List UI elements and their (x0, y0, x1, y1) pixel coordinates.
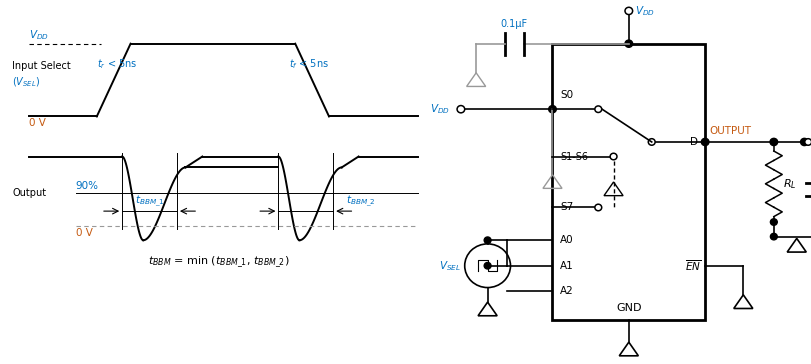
Text: S0: S0 (560, 90, 573, 100)
Circle shape (548, 106, 556, 113)
Text: OUTPUT: OUTPUT (708, 127, 750, 136)
Text: $V_{DD}$: $V_{DD}$ (29, 28, 49, 42)
Text: $\overline{EN}$: $\overline{EN}$ (684, 258, 701, 273)
Text: 90%: 90% (75, 181, 99, 191)
Text: S1-S6: S1-S6 (560, 151, 587, 162)
Text: 0 V: 0 V (29, 118, 46, 128)
Circle shape (594, 106, 601, 112)
Circle shape (770, 219, 776, 225)
FancyBboxPatch shape (551, 44, 704, 320)
Circle shape (770, 233, 776, 240)
Text: 0 V: 0 V (75, 228, 92, 237)
Text: ($V_{SEL}$): ($V_{SEL}$) (12, 75, 41, 89)
Text: Output: Output (12, 188, 46, 198)
Text: $V_{DD}$: $V_{DD}$ (633, 4, 654, 18)
Text: S7: S7 (560, 202, 573, 213)
Circle shape (769, 138, 777, 146)
Text: $t_r$ < 5ns: $t_r$ < 5ns (97, 57, 137, 71)
Circle shape (647, 139, 654, 145)
Circle shape (624, 7, 632, 15)
Circle shape (483, 237, 491, 244)
Text: A1: A1 (560, 261, 573, 271)
Circle shape (609, 153, 616, 160)
Text: $t_{BBM\_1}$: $t_{BBM\_1}$ (135, 194, 165, 209)
Text: $t_f$ < 5ns: $t_f$ < 5ns (289, 57, 328, 71)
Circle shape (624, 40, 632, 47)
Circle shape (483, 262, 491, 269)
Text: $t_{BBM\_2}$: $t_{BBM\_2}$ (345, 194, 375, 209)
Text: $t_{BBM}$ = min ($t_{BBM\_1}$, $t_{BBM\_2}$): $t_{BBM}$ = min ($t_{BBM\_1}$, $t_{BBM\_… (148, 254, 290, 270)
Text: D: D (689, 137, 697, 147)
Circle shape (701, 138, 708, 146)
Text: $R_L$: $R_L$ (783, 177, 796, 191)
Text: 0.1µF: 0.1µF (500, 19, 527, 29)
Circle shape (804, 139, 811, 145)
Circle shape (464, 244, 510, 288)
Circle shape (594, 204, 601, 211)
Text: A2: A2 (560, 286, 573, 296)
Text: $V_{DD}$: $V_{DD}$ (430, 102, 450, 116)
Text: GND: GND (616, 303, 641, 313)
Text: $V_{SEL}$: $V_{SEL}$ (439, 259, 461, 273)
Text: A0: A0 (560, 235, 573, 245)
Circle shape (800, 138, 807, 146)
Text: Input Select: Input Select (12, 60, 71, 71)
Circle shape (457, 106, 464, 113)
